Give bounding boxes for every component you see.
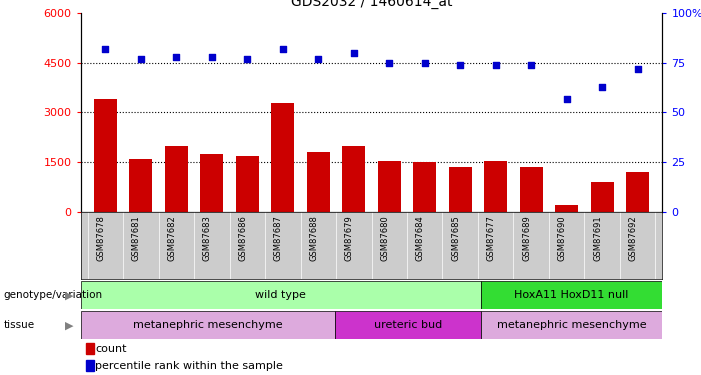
Text: metanephric mesenchyme: metanephric mesenchyme xyxy=(497,320,646,330)
Point xyxy=(490,62,501,68)
Point xyxy=(455,62,466,68)
Bar xyxy=(555,205,578,212)
Title: GDS2032 / 1460614_at: GDS2032 / 1460614_at xyxy=(291,0,452,9)
Text: ▶: ▶ xyxy=(65,320,74,330)
Text: HoxA11 HoxD11 null: HoxA11 HoxD11 null xyxy=(515,290,629,300)
Text: GSM87691: GSM87691 xyxy=(593,215,602,261)
Text: GSM87692: GSM87692 xyxy=(629,215,638,261)
Bar xyxy=(86,343,94,354)
Bar xyxy=(484,160,508,212)
Point xyxy=(561,96,572,102)
Bar xyxy=(449,167,472,212)
Text: GSM87685: GSM87685 xyxy=(451,215,461,261)
Text: GSM87688: GSM87688 xyxy=(309,215,318,261)
Point xyxy=(526,62,537,68)
Text: GSM87683: GSM87683 xyxy=(203,215,212,261)
Text: GSM87687: GSM87687 xyxy=(274,215,283,261)
Point xyxy=(383,60,395,66)
Bar xyxy=(626,172,649,212)
Bar xyxy=(165,146,188,212)
Point xyxy=(277,46,288,52)
Text: ureteric bud: ureteric bud xyxy=(374,320,442,330)
Bar xyxy=(481,281,662,309)
Point xyxy=(632,66,644,72)
Text: GSM87679: GSM87679 xyxy=(345,215,354,261)
Point xyxy=(242,56,253,62)
Bar xyxy=(519,167,543,212)
Point xyxy=(100,46,111,52)
Point xyxy=(597,84,608,90)
Bar xyxy=(86,360,94,371)
Bar xyxy=(413,162,436,212)
Text: count: count xyxy=(95,344,127,354)
Text: tissue: tissue xyxy=(4,320,34,330)
Bar xyxy=(307,152,330,212)
Bar xyxy=(236,156,259,212)
Bar xyxy=(81,311,335,339)
Point xyxy=(206,54,217,60)
Text: GSM87678: GSM87678 xyxy=(97,215,105,261)
Text: metanephric mesenchyme: metanephric mesenchyme xyxy=(133,320,283,330)
Text: percentile rank within the sample: percentile rank within the sample xyxy=(95,361,283,371)
Text: GSM87684: GSM87684 xyxy=(416,215,425,261)
Text: genotype/variation: genotype/variation xyxy=(4,290,102,300)
Point xyxy=(171,54,182,60)
Bar xyxy=(335,311,481,339)
Point xyxy=(348,50,360,56)
Bar xyxy=(130,159,152,212)
Text: GSM87682: GSM87682 xyxy=(168,215,177,261)
Bar xyxy=(378,160,401,212)
Point xyxy=(313,56,324,62)
Bar xyxy=(271,103,294,212)
Point xyxy=(135,56,147,62)
Text: wild type: wild type xyxy=(255,290,306,300)
Bar xyxy=(481,311,662,339)
Text: GSM87690: GSM87690 xyxy=(558,215,566,261)
Text: GSM87681: GSM87681 xyxy=(132,215,141,261)
Text: GSM87686: GSM87686 xyxy=(238,215,247,261)
Bar xyxy=(200,154,224,212)
Text: GSM87680: GSM87680 xyxy=(380,215,389,261)
Text: GSM87677: GSM87677 xyxy=(486,215,496,261)
Bar xyxy=(342,146,365,212)
Bar xyxy=(591,182,613,212)
Point xyxy=(419,60,430,66)
Bar xyxy=(94,99,117,212)
Text: ▶: ▶ xyxy=(65,290,74,300)
Text: GSM87689: GSM87689 xyxy=(522,215,531,261)
Bar xyxy=(81,281,481,309)
